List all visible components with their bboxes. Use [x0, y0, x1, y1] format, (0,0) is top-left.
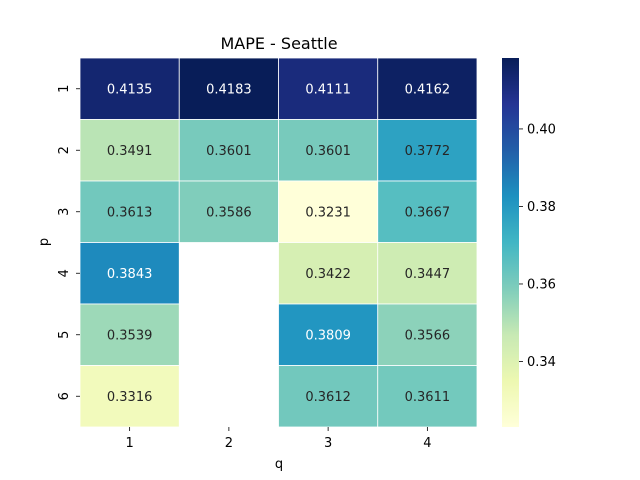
heatmap-cell	[178, 57, 279, 120]
cell-value-label: 0.4111	[305, 82, 351, 97]
cell-value-label: 0.3601	[305, 144, 351, 159]
cell-value-label: 0.4135	[107, 82, 153, 97]
heatmap-cell	[79, 57, 180, 120]
heatmap-cell	[79, 365, 180, 428]
y-tick-label: 6	[57, 392, 72, 400]
colorbar-tick-label: 0.40	[527, 122, 556, 137]
y-tick-label: 5	[57, 331, 72, 339]
heatmap-cell	[178, 119, 279, 182]
colorbar-tick-label: 0.34	[527, 355, 556, 370]
heatmap-cell	[377, 180, 478, 243]
heatmap-cell	[377, 57, 478, 120]
cell-value-label: 0.4183	[206, 82, 252, 97]
x-tick-label: 4	[423, 436, 431, 451]
cell-value-label: 0.3601	[206, 144, 252, 159]
x-axis: 1 2 3 4	[125, 427, 432, 451]
chart-title: MAPE - Seattle	[220, 34, 337, 53]
heatmap-cell	[377, 119, 478, 182]
cell-value-label: 0.3611	[405, 390, 451, 405]
x-tick-label: 3	[324, 436, 332, 451]
y-axis-label: p	[37, 238, 52, 246]
cell-value-label: 0.3447	[405, 267, 451, 282]
cell-value-label: 0.3539	[107, 328, 153, 343]
cell-value-label: 0.3491	[107, 144, 153, 159]
colorbar-tick-label: 0.38	[527, 200, 556, 215]
y-tick-label: 3	[57, 208, 72, 216]
cell-value-label: 0.3772	[405, 144, 451, 159]
cell-value-label: 0.3566	[405, 328, 451, 343]
cell-value-label: 0.3316	[107, 390, 153, 405]
y-tick-label: 2	[57, 146, 72, 154]
y-axis: 1 2 3 4 5 6	[57, 85, 80, 400]
cell-value-label: 0.3809	[305, 328, 351, 343]
heatmap-cells: 0.4135 0.4183 0.4111 0.4162 0.3491 0.3601 0.36…	[79, 57, 478, 428]
y-tick-label: 1	[57, 85, 72, 93]
colorbar: 0.34 0.36 0.38 0.40	[502, 58, 556, 427]
colorbar-tick-label: 0.36	[527, 277, 556, 292]
heatmap-cell	[377, 242, 478, 305]
cell-value-label: 0.4162	[405, 82, 451, 97]
heatmap-cell	[79, 242, 180, 305]
cell-value-label: 0.3613	[107, 205, 153, 220]
cell-value-label: 0.3843	[107, 267, 153, 282]
heatmap-cell	[377, 303, 478, 366]
y-tick-label: 4	[57, 269, 72, 277]
heatmap-cell	[278, 242, 379, 305]
colorbar-gradient	[502, 58, 519, 427]
heatmap-cell	[377, 365, 478, 428]
heatmap-cell	[278, 303, 379, 366]
cell-value-label: 0.3422	[305, 267, 351, 282]
heatmap-cell	[79, 119, 180, 182]
cell-value-label: 0.3231	[305, 205, 351, 220]
heatmap-cell	[278, 57, 379, 120]
x-axis-label: q	[275, 457, 283, 472]
x-tick-label: 1	[125, 436, 133, 451]
heatmap-cell	[178, 180, 279, 243]
cell-value-label: 0.3586	[206, 205, 252, 220]
cell-value-label: 0.3667	[405, 205, 451, 220]
x-tick-label: 2	[225, 436, 233, 451]
cell-value-label: 0.3612	[305, 390, 351, 405]
heatmap-cell	[278, 365, 379, 428]
